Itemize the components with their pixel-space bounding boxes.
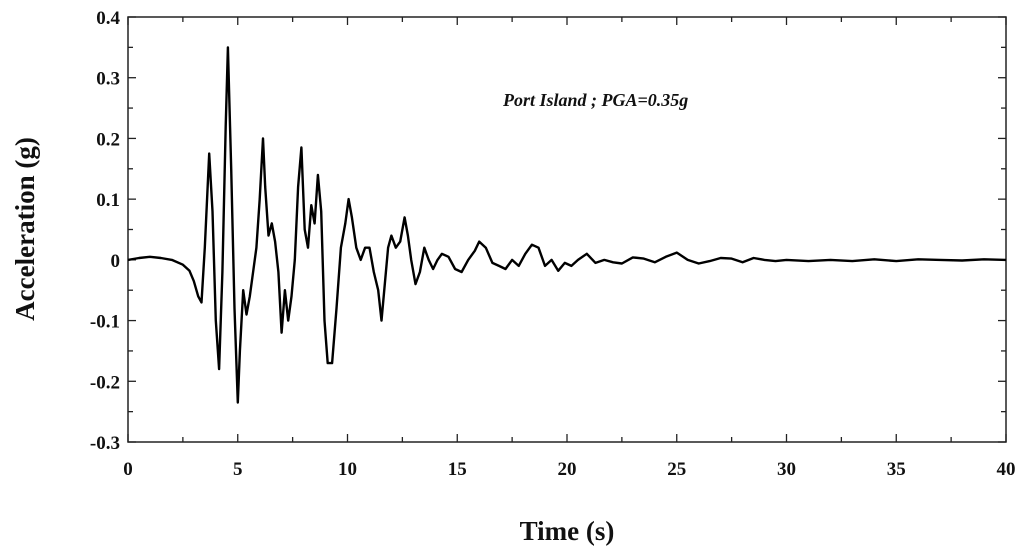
x-axis-title: Time (s) [520,516,615,546]
series-line-acceleration [127,46,1007,404]
x-tick-label: 30 [777,459,796,480]
y-tick-label: 0.4 [96,8,120,29]
y-axis-title: Acceleration (g) [10,137,40,321]
x-tick-label: 20 [558,459,577,480]
plot-frame [127,16,1007,443]
axis-tick-labels: 0 5 10 15 20 25 30 35 40 -0.3 -0.2 -0.1 0 0.1 0.2 0.3 0.… [90,8,1016,480]
y-tick-label: -0.1 [90,312,120,333]
y-tick-label: -0.2 [90,372,120,393]
x-tick-label: 0 [123,459,133,480]
y-tick-label: 0.3 [96,69,120,90]
x-tick-label: 35 [887,459,906,480]
axis-ticks [127,16,1007,443]
y-tick-label: 0.1 [96,190,120,211]
x-tick-label: 25 [667,459,686,480]
y-tick-label: 0 [111,251,121,272]
annotation-label: Port Island ; PGA=0.35g [502,90,688,110]
y-tick-label: 0.2 [96,129,120,150]
x-tick-label: 15 [448,459,467,480]
x-tick-label: 10 [338,459,357,480]
x-tick-label: 40 [997,459,1016,480]
x-tick-label: 5 [233,459,243,480]
y-tick-label: -0.3 [90,433,120,454]
